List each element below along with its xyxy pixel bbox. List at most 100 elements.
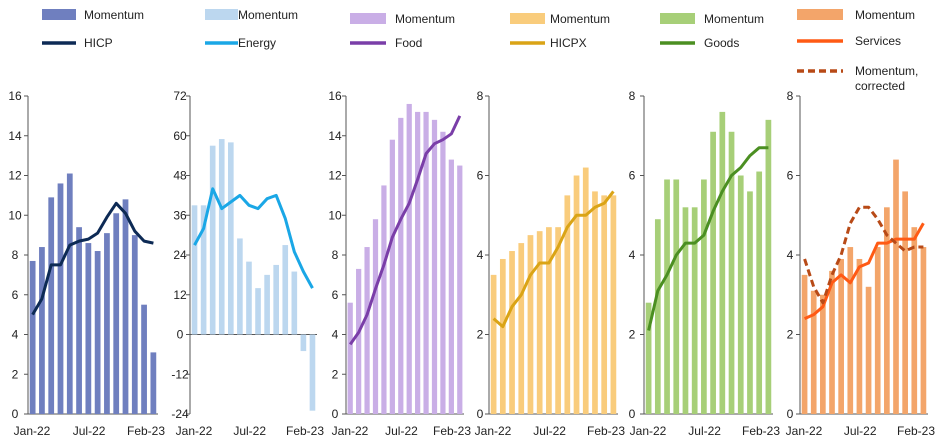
bar xyxy=(765,119,772,414)
chart-panel-2: -24 -12 0 12 24 36 48 60 72 Jan-22 Jul-22 Feb-23 Mom… xyxy=(171,8,324,438)
bar xyxy=(902,191,908,414)
series-line xyxy=(647,146,769,331)
bar xyxy=(865,286,872,414)
bar xyxy=(592,191,598,414)
bar xyxy=(48,197,55,414)
y-tick-label: 24 xyxy=(173,248,187,262)
bar xyxy=(291,271,298,335)
bar xyxy=(654,219,661,414)
bar xyxy=(457,165,463,414)
bar xyxy=(104,233,110,414)
bar xyxy=(555,227,561,414)
y-tick-label: 12 xyxy=(328,169,342,183)
bar xyxy=(536,231,543,414)
bar xyxy=(209,145,216,335)
y-tick-label: 4 xyxy=(629,248,636,262)
y-tick-label: 4 xyxy=(332,328,339,342)
bar xyxy=(884,207,890,414)
bar xyxy=(701,179,707,414)
x-tick-label: Jan-22 xyxy=(630,424,667,438)
series-line xyxy=(492,190,615,329)
bar xyxy=(838,258,844,414)
y-tick-label: 8 xyxy=(629,89,636,103)
y-tick-label: 6 xyxy=(12,288,19,302)
bar xyxy=(57,183,64,414)
x-tick-label: Jul-22 xyxy=(233,424,266,438)
bar xyxy=(691,207,698,414)
bar xyxy=(398,117,404,415)
bar xyxy=(300,334,307,352)
y-tick-label: 4 xyxy=(12,328,19,342)
legend-swatch-bar xyxy=(205,9,238,20)
bar xyxy=(527,235,534,414)
bar xyxy=(431,119,438,414)
x-tick-label: Feb-23 xyxy=(433,424,471,438)
y-tick-label: 16 xyxy=(328,89,342,103)
bar xyxy=(372,219,379,414)
bar xyxy=(423,111,429,415)
bar xyxy=(218,139,225,335)
bar xyxy=(122,199,129,414)
bar xyxy=(255,288,261,335)
bar xyxy=(364,247,370,414)
legend-label: Services xyxy=(855,34,901,48)
bar xyxy=(150,352,157,414)
y-tick-label: 2 xyxy=(477,328,484,342)
x-tick-label: Jan-22 xyxy=(475,424,512,438)
x-tick-label: Feb-23 xyxy=(127,424,165,438)
y-tick-label: 6 xyxy=(787,169,794,183)
bar xyxy=(582,167,589,414)
legend-label: Energy xyxy=(238,36,276,50)
bar xyxy=(389,139,395,414)
bar xyxy=(309,334,316,411)
bar xyxy=(518,243,525,414)
bar xyxy=(601,195,608,414)
y-tick-label: 12 xyxy=(8,169,22,183)
bar xyxy=(264,274,270,335)
y-tick-label: 60 xyxy=(173,129,187,143)
y-tick-label: 8 xyxy=(332,248,339,262)
y-tick-label: 10 xyxy=(328,208,342,222)
legend-label: Momentum xyxy=(704,12,764,26)
y-tick-label: 8 xyxy=(787,89,794,103)
bar xyxy=(237,238,243,335)
bar xyxy=(113,213,120,414)
bar xyxy=(246,261,252,335)
bar xyxy=(664,179,670,414)
bar xyxy=(273,264,279,335)
y-tick-label: 14 xyxy=(8,129,22,143)
x-tick-label: Jul-22 xyxy=(73,424,106,438)
bar xyxy=(737,175,744,414)
x-tick-label: Jan-22 xyxy=(176,424,213,438)
y-tick-label: 6 xyxy=(477,169,484,183)
legend-label: HICP xyxy=(84,36,113,50)
legend-label: Food xyxy=(395,36,422,50)
x-tick-label: Jul-22 xyxy=(533,424,566,438)
bar xyxy=(200,205,207,335)
bar xyxy=(810,290,817,414)
x-tick-label: Jul-22 xyxy=(688,424,721,438)
bar xyxy=(829,270,835,414)
bar xyxy=(645,302,652,414)
x-tick-label: Jan-22 xyxy=(14,424,51,438)
legend-label: Momentum xyxy=(395,12,455,26)
y-tick-label: 8 xyxy=(477,89,484,103)
chart-panel-3: 0 2 4 6 8 10 12 14 16 Jan-22 Jul-22 Feb-23 Momentum F… xyxy=(328,12,471,438)
bar xyxy=(39,247,45,414)
x-tick-label: Jul-22 xyxy=(844,424,877,438)
bar xyxy=(546,227,552,414)
bar xyxy=(847,247,854,414)
bar xyxy=(874,247,881,414)
series-line xyxy=(31,201,154,316)
bar xyxy=(131,235,138,414)
bar xyxy=(893,159,899,414)
bar xyxy=(29,260,36,414)
bar xyxy=(381,185,387,414)
y-tick-label: 2 xyxy=(787,328,794,342)
x-tick-label: Jan-22 xyxy=(786,424,823,438)
y-tick-label: 0 xyxy=(12,407,19,421)
y-tick-label: 2 xyxy=(332,367,339,381)
legend-label: Momentum xyxy=(550,12,610,26)
y-tick-label: 12 xyxy=(173,288,187,302)
